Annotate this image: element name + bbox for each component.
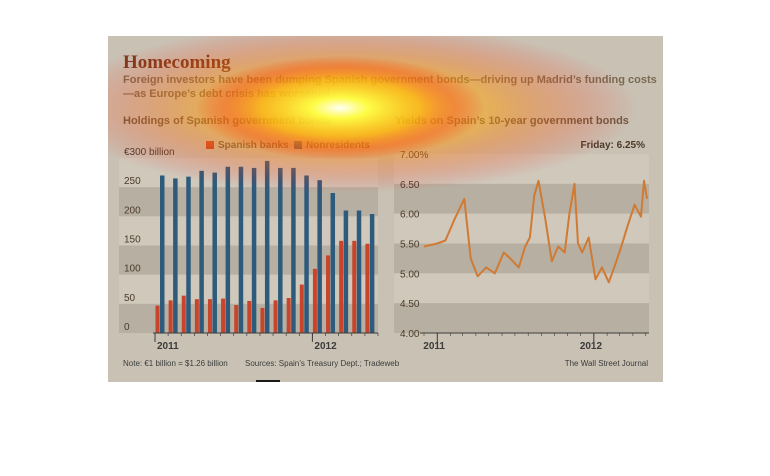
- currency-note: Note: €1 billion = $1.26 billion: [123, 359, 228, 368]
- bar-spanish-banks: [312, 268, 317, 333]
- bar-nonresidents: [291, 167, 296, 333]
- legend-item-nonresidents: Nonresidents: [294, 140, 370, 151]
- bar-nonresidents: [238, 166, 244, 333]
- bar-spanish-banks: [273, 300, 278, 333]
- gridband: [394, 154, 649, 184]
- sources-note: Sources: Spain’s Treasury Dept.; Tradewe…: [245, 359, 400, 368]
- y-tick-label: 250: [124, 176, 141, 187]
- bar-spanish-banks: [299, 284, 304, 333]
- y-tick-label: 0: [124, 322, 130, 333]
- bar-spanish-banks: [168, 300, 173, 333]
- bar-nonresidents: [225, 166, 231, 333]
- bar-nonresidents: [278, 167, 283, 333]
- y-tick-label: 6.00: [400, 210, 420, 221]
- y-tick-label: 6.50: [400, 180, 420, 191]
- bar-spanish-banks: [234, 305, 239, 333]
- y-tick-label: 4.50: [400, 299, 420, 310]
- legend-swatch-spanish-banks: [206, 141, 214, 149]
- latest-yield-annotation: Friday: 6.25%: [580, 140, 645, 151]
- x-tick-label: 2012: [314, 341, 337, 352]
- gridband: [119, 158, 378, 188]
- yield-line: [423, 179, 648, 284]
- bar-spanish-banks: [207, 299, 212, 333]
- chart-title: Homecoming: [123, 52, 231, 73]
- gridband: [394, 303, 649, 333]
- bar-spanish-banks: [247, 300, 252, 333]
- chart-subtitle: Foreign investors have been dumping Span…: [123, 74, 657, 100]
- bar-spanish-banks: [194, 299, 199, 333]
- bar-nonresidents: [173, 178, 178, 333]
- bar-spanish-banks: [260, 307, 265, 333]
- chart-figure: €300 billion 250 200 150 100 50 0 2011 2012 7.00%…: [108, 36, 663, 382]
- bar-nonresidents: [199, 170, 204, 333]
- bar-nonresidents: [264, 160, 270, 333]
- y-tick-label: 5.00: [400, 269, 420, 280]
- bar-nonresidents: [212, 172, 217, 333]
- x-tick-label: 2011: [157, 341, 179, 352]
- stray-dash: [256, 380, 280, 382]
- gridband: [394, 183, 649, 214]
- publisher-credit: The Wall Street Journal: [564, 359, 648, 368]
- y-tick-label: 4.00: [400, 329, 420, 340]
- bar-nonresidents: [317, 180, 322, 333]
- gridband: [394, 213, 649, 244]
- bar-nonresidents: [251, 167, 257, 333]
- legend-item-spanish-banks: Spanish banks: [206, 140, 289, 151]
- yields-chart-title: Yields on Spain’s 10-year government bon…: [395, 115, 629, 127]
- bar-nonresidents: [304, 175, 309, 333]
- x-tick-label: 2012: [580, 341, 603, 352]
- y-tick-label: 5.50: [400, 240, 420, 251]
- y-tick-label: €300 billion: [124, 147, 175, 158]
- bar-spanish-banks: [155, 305, 160, 333]
- bar-nonresidents: [369, 214, 375, 333]
- y-tick-label: 200: [124, 205, 141, 216]
- legend-label-spanish-banks: Spanish banks: [218, 140, 289, 151]
- bar-spanish-banks: [365, 243, 370, 333]
- holdings-chart-title: Holdings of Spanish government bonds: [123, 115, 332, 127]
- bar-spanish-banks: [286, 298, 291, 333]
- bar-spanish-banks: [326, 255, 331, 333]
- bar-nonresidents: [160, 175, 165, 333]
- y-tick-label: 100: [124, 264, 141, 275]
- bar-nonresidents: [330, 193, 336, 333]
- gridband: [119, 187, 378, 217]
- bar-nonresidents: [343, 210, 349, 333]
- bar-spanish-banks: [339, 240, 344, 333]
- bar-spanish-banks: [221, 298, 226, 333]
- bar-nonresidents: [186, 176, 191, 333]
- bar-spanish-banks: [352, 240, 357, 333]
- bar-spanish-banks: [181, 295, 186, 333]
- y-tick-label: 150: [124, 235, 141, 246]
- y-tick-label: 7.00%: [400, 150, 428, 161]
- bar-nonresidents: [356, 210, 362, 333]
- y-tick-label: 50: [124, 293, 136, 304]
- legend-label-nonresidents: Nonresidents: [306, 140, 370, 151]
- legend-swatch-nonresidents: [294, 141, 302, 149]
- x-tick-label: 2011: [423, 341, 445, 352]
